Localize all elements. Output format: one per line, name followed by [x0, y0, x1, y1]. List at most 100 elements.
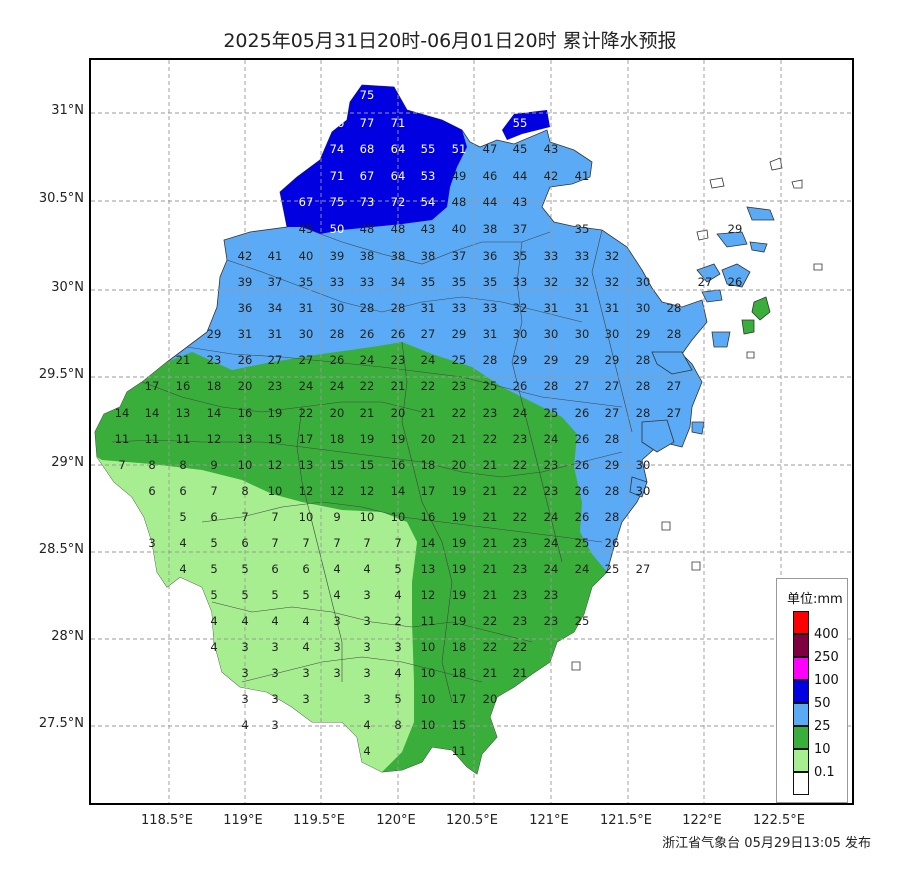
- station-value: 18: [421, 458, 436, 472]
- legend-label: 10: [814, 742, 831, 757]
- station-value: 3: [363, 666, 370, 680]
- station-value: 40: [452, 222, 467, 236]
- station-value: 3: [363, 640, 370, 654]
- station-value: 27: [421, 327, 436, 341]
- station-value: 19: [452, 614, 467, 628]
- station-value: 11: [145, 432, 160, 446]
- legend-label: 50: [814, 696, 831, 711]
- station-value: 39: [330, 249, 345, 263]
- station-value: 42: [544, 169, 559, 183]
- station-value: 5: [394, 692, 401, 706]
- station-value: 7: [363, 536, 370, 550]
- station-value: 21: [360, 406, 375, 420]
- station-value: 21: [483, 588, 498, 602]
- station-value: 15: [268, 432, 283, 446]
- station-value: 26: [605, 536, 620, 550]
- station-value: 4: [210, 614, 217, 628]
- station-value: 21: [421, 406, 436, 420]
- station-value: 4: [302, 640, 309, 654]
- legend-label: 250: [814, 650, 839, 665]
- station-value: 19: [452, 484, 467, 498]
- county-boundaries: [111, 226, 633, 703]
- station-value: 33: [544, 249, 559, 263]
- station-value: 3: [302, 666, 309, 680]
- station-value: 31: [483, 327, 498, 341]
- small-islets: [571, 157, 823, 671]
- station-value: 19: [391, 432, 406, 446]
- station-value: 37: [513, 222, 528, 236]
- station-value: 55: [513, 116, 528, 130]
- region-0-1mm: [97, 457, 417, 772]
- station-value: 32: [575, 275, 590, 289]
- islands: [629, 206, 775, 498]
- legend-label: 0.1: [814, 765, 835, 780]
- station-value: 45: [513, 142, 528, 156]
- station-value: 17: [421, 484, 436, 498]
- station-value: 38: [483, 222, 498, 236]
- station-value: 30: [636, 301, 651, 315]
- station-value: 28: [544, 379, 559, 393]
- station-value: 8: [241, 484, 248, 498]
- station-value: 27: [667, 406, 682, 420]
- station-value: 31: [299, 301, 314, 315]
- station-value: 16: [238, 406, 253, 420]
- station-value: 43: [544, 142, 559, 156]
- station-value: 28: [605, 510, 620, 524]
- station-value: 21: [483, 562, 498, 576]
- station-value: 47: [483, 142, 498, 156]
- station-value: 21: [513, 666, 528, 680]
- station-value: 73: [360, 195, 375, 209]
- station-value: 16: [421, 510, 436, 524]
- station-value: 29: [728, 222, 743, 236]
- station-value: 13: [421, 562, 436, 576]
- legend-swatch-none: [793, 772, 809, 795]
- station-value: 4: [363, 718, 370, 732]
- station-value: 10: [299, 510, 314, 524]
- station-value: 22: [483, 614, 498, 628]
- legend-swatch-400: [793, 611, 809, 634]
- lon-label: 122.5°E: [753, 813, 805, 828]
- station-value: 41: [268, 249, 283, 263]
- station-value: 14: [145, 406, 160, 420]
- station-value: 45: [299, 222, 314, 236]
- station-value: 3: [363, 614, 370, 628]
- station-value: 4: [333, 562, 340, 576]
- station-value: 21: [483, 536, 498, 550]
- station-value: 22: [513, 510, 528, 524]
- station-value: 40: [299, 249, 314, 263]
- station-value: 7: [241, 510, 248, 524]
- station-value: 22: [513, 640, 528, 654]
- station-value: 3: [148, 536, 155, 550]
- station-value: 26: [728, 275, 743, 289]
- station-value: 5: [394, 562, 401, 576]
- station-value: 35: [452, 275, 467, 289]
- publish-info: 浙江省气象台 05月29日13:05 发布: [662, 836, 871, 851]
- station-value: 50: [330, 222, 345, 236]
- station-value: 12: [207, 432, 222, 446]
- station-value: 34: [268, 301, 283, 315]
- station-value: 22: [513, 484, 528, 498]
- station-value: 22: [421, 379, 436, 393]
- station-value: 41: [575, 169, 590, 183]
- station-value: 23: [513, 588, 528, 602]
- lat-label: 31°N: [51, 103, 84, 118]
- legend-swatch-10: [793, 726, 809, 749]
- station-value: 4: [302, 614, 309, 628]
- station-value: 3: [271, 692, 278, 706]
- station-value: 11: [115, 432, 130, 446]
- station-value: 24: [360, 353, 375, 367]
- station-value: 31: [605, 301, 620, 315]
- station-value: 24: [544, 536, 559, 550]
- station-value: 19: [452, 536, 467, 550]
- station-value: 48: [360, 222, 375, 236]
- station-value: 10: [421, 718, 436, 732]
- station-value: 19: [360, 432, 375, 446]
- station-value: 14: [421, 536, 436, 550]
- station-value: 8: [148, 458, 155, 472]
- station-value: 29: [544, 353, 559, 367]
- station-value: 26: [330, 353, 345, 367]
- station-value: 27: [268, 353, 283, 367]
- station-value: 25: [575, 614, 590, 628]
- station-value: 37: [452, 249, 467, 263]
